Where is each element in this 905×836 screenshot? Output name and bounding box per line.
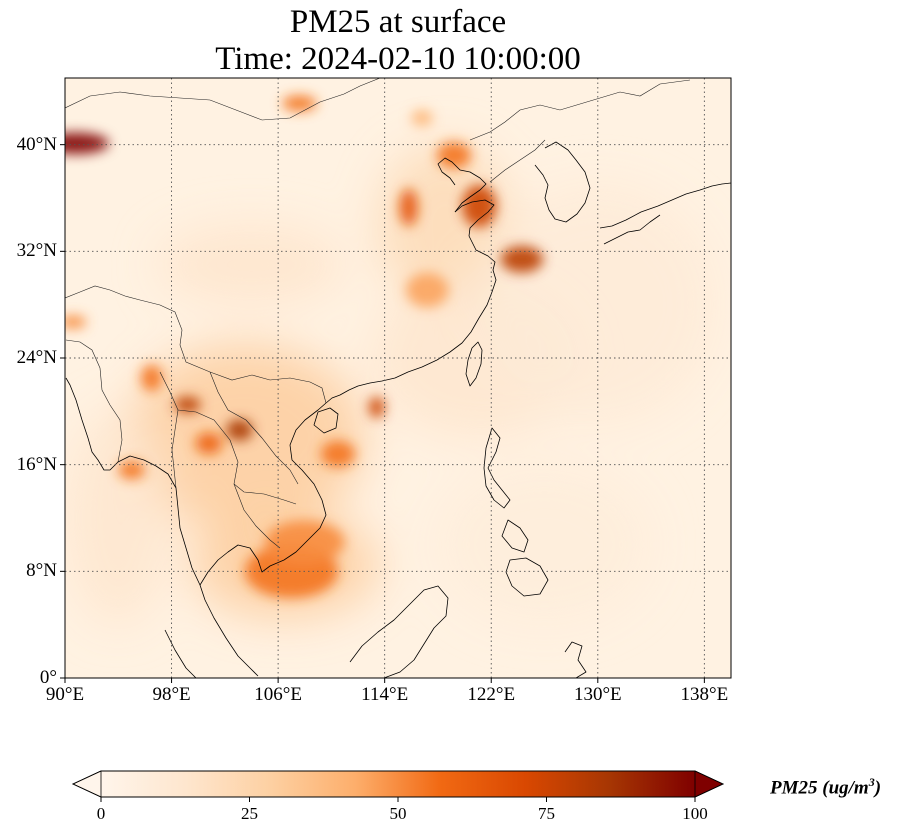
pm25-hotspot: [461, 184, 497, 228]
lon-tick-label: 122°E: [467, 684, 516, 705]
colorbar-extend-min: [72, 770, 102, 798]
lat-tick-label: 32°N: [16, 240, 57, 262]
pm25-region: [158, 224, 345, 305]
lat-tick-label: 40°N: [16, 133, 57, 155]
colorbar-title-superscript: 3: [868, 775, 875, 789]
pm25-hotspot: [118, 460, 145, 480]
colorbar-tick-label: 75: [538, 804, 555, 823]
border-myanmar-thailand: [159, 371, 179, 489]
pm25-hotspot: [405, 272, 449, 308]
pm25-hotspot: [399, 188, 418, 226]
pm25-regional-field: [65, 144, 718, 625]
pm25-hotspot: [500, 246, 544, 273]
coastline-japan: [599, 182, 731, 229]
coastline-hainan: [313, 407, 339, 434]
pm25-hotspot: [264, 520, 345, 564]
coastline-shandong: [454, 199, 495, 237]
border-cambodia-vietnam: [233, 483, 281, 549]
pm25-hotspot: [368, 396, 385, 419]
map-frame: [64, 77, 732, 679]
pm25-hotspot: [174, 396, 201, 413]
coastline-china-east: [325, 235, 497, 404]
pm25-hotspot: [140, 364, 163, 392]
border-china-nk: [489, 139, 546, 183]
map-title: PM25 at surface: [289, 4, 507, 40]
coastline-myanmar: [65, 377, 201, 586]
border-himalaya: [65, 285, 327, 404]
border-china-mongolia: [65, 78, 381, 121]
coastline-indochina: [199, 402, 327, 677]
lon-tick-label: 114°E: [361, 684, 409, 705]
map-gridlines: [65, 78, 731, 678]
pm25-region: [65, 411, 172, 625]
pm25-hotspot: [436, 142, 472, 169]
coastline-sulawesi: [564, 641, 587, 678]
coastline-philippines-luzon: [483, 427, 511, 509]
border-china-russia: [469, 79, 691, 141]
colorbar-ticks: [100, 797, 696, 802]
lon-tick-label: 90°E: [45, 684, 85, 705]
colorbar-body: [101, 771, 695, 797]
coastline-bohai: [437, 157, 487, 213]
lon-tick-label: 130°E: [573, 684, 622, 705]
pm25-hotspot: [282, 95, 317, 112]
map-ticks: [60, 144, 705, 683]
coastline-japan-south: [603, 214, 661, 245]
pm25-hotspot: [65, 315, 87, 329]
coastline-sumatra-peninsula: [164, 629, 197, 678]
lat-tick-label: 8°N: [26, 560, 57, 582]
pm25-region: [477, 184, 718, 425]
lon-tick-label: 138°E: [680, 684, 729, 705]
pm25-hotspot: [411, 110, 433, 126]
country-borders: [65, 78, 691, 549]
pm25-hotspots: [65, 95, 544, 598]
pm25-region: [378, 144, 512, 305]
pm25-region: [437, 464, 652, 625]
pm25-hotspot: [320, 440, 356, 468]
colorbar-tick-label: 25: [241, 804, 258, 823]
lon-tick-label: 98°E: [152, 684, 191, 705]
lat-tick-label: 0°: [39, 667, 57, 688]
coastline-philippines-visayas: [501, 519, 529, 553]
border-india-myanmar: [65, 339, 123, 463]
lon-tick-label: 106°E: [254, 684, 302, 705]
coastline-korea: [534, 141, 591, 223]
lat-tick-label: 16°N: [16, 453, 57, 475]
border-laos-vietnam: [209, 371, 299, 485]
pm25-hotspot: [195, 432, 223, 455]
colorbar-tick-label: 50: [389, 804, 407, 823]
colorbar-extend-max: [694, 770, 724, 798]
pm25-hotspot: [226, 419, 253, 441]
lat-tick-label: 24°N: [16, 347, 57, 368]
colorbar-tick-label: 0: [96, 804, 106, 823]
coastline-borneo: [349, 585, 449, 678]
colorbar-title: PM25 (ug/m3): [770, 775, 881, 799]
colorbar-title-close: ): [874, 777, 882, 799]
colorbar: [71, 770, 725, 802]
coastlines: [65, 141, 731, 678]
colorbar-title-text: PM25 (ug/m: [770, 777, 869, 799]
colorbar-tick-label: 100: [682, 804, 708, 823]
pm25-hotspot: [65, 132, 109, 154]
coastline-philippines-mindanao: [505, 557, 549, 597]
map-subtitle-time: Time: 2024-02-10 10:00:00: [215, 41, 581, 77]
coastline-taiwan: [465, 341, 483, 387]
border-thailand-cambodia: [177, 409, 297, 505]
